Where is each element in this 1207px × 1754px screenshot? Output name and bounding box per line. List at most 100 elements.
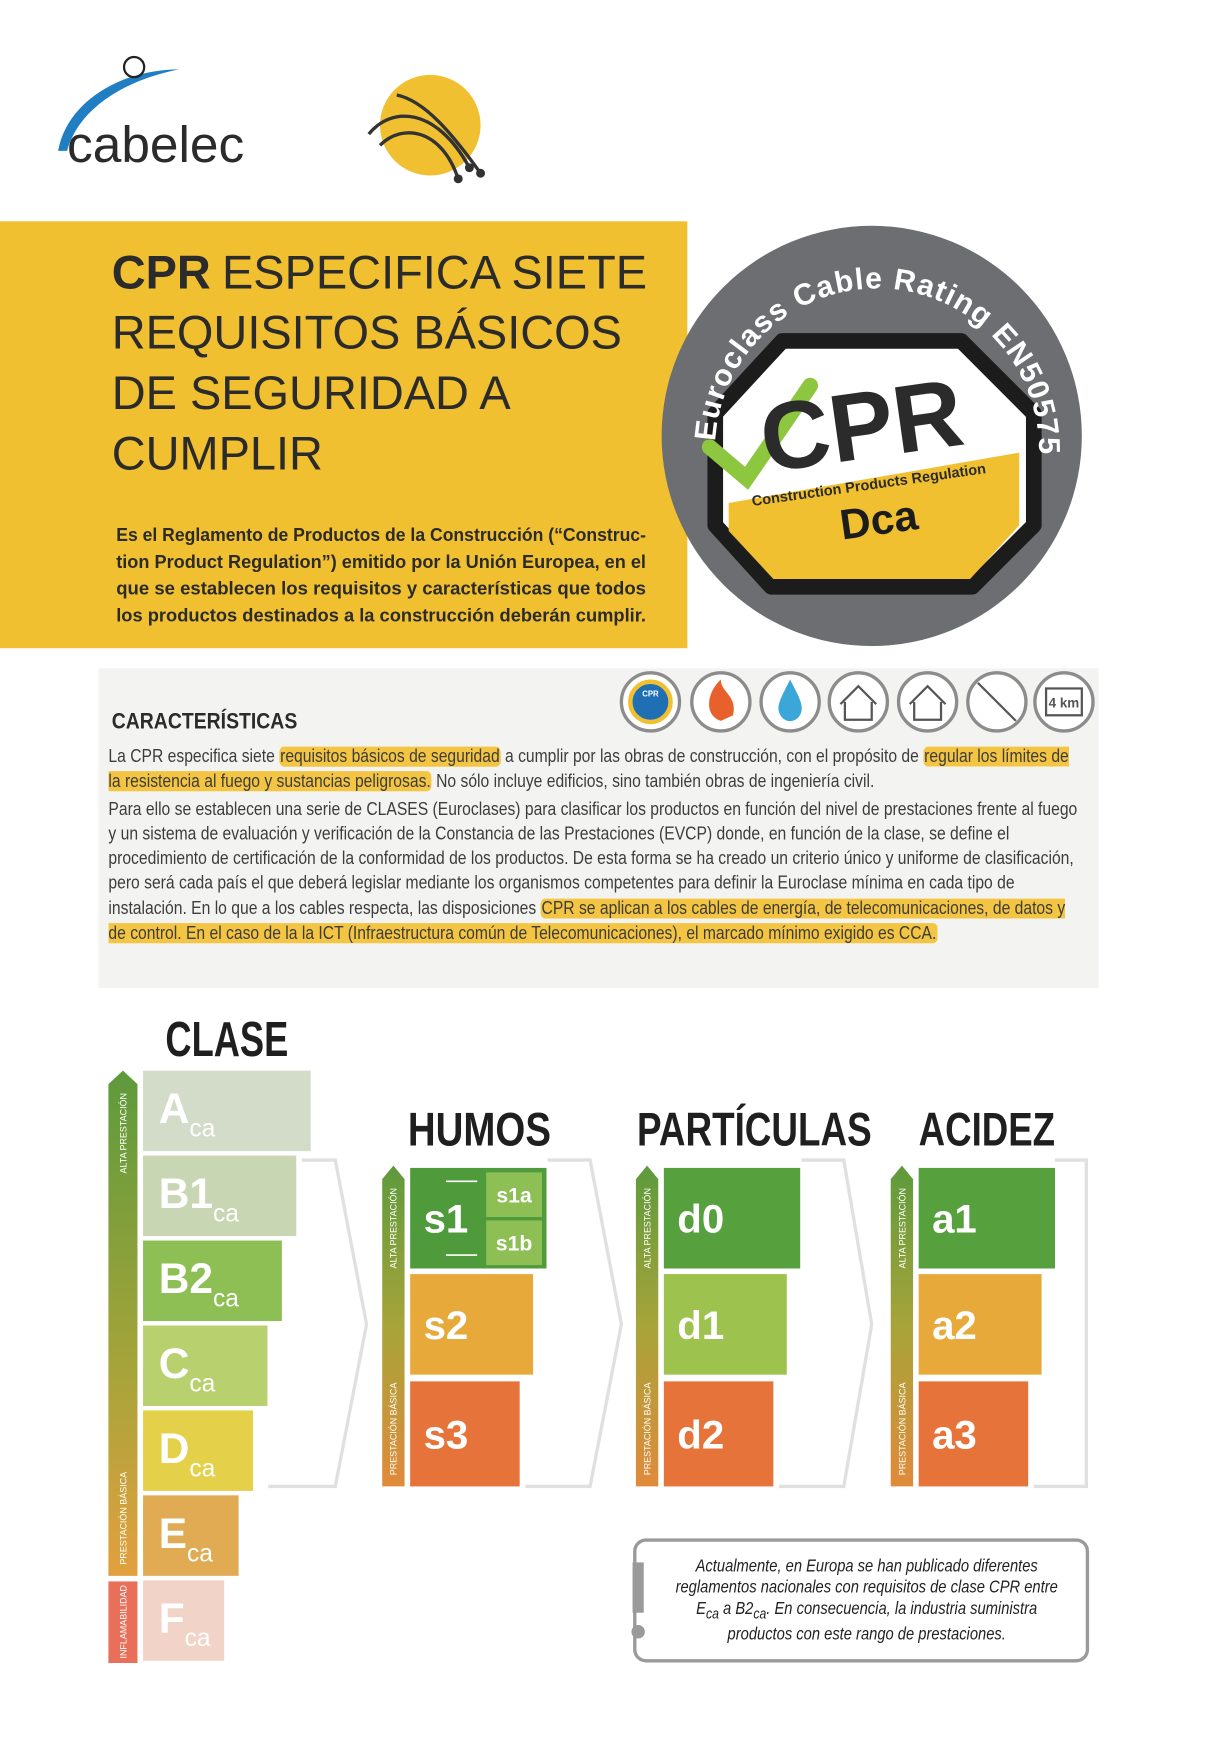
highlight: requisitos básicos de seguridad bbox=[279, 746, 501, 767]
class-label: Eca bbox=[159, 1510, 214, 1567]
banner-title-line: CPR ESPECIFICA SIETE bbox=[112, 246, 647, 298]
paragraphs: La CPR especifica siete requisitos básic… bbox=[108, 744, 1091, 946]
note-icon bbox=[631, 1625, 645, 1639]
banner-intro-line: que se establecen los requisitos y carac… bbox=[116, 578, 646, 599]
side-label: ALTA PRESTACIÓN bbox=[389, 1188, 399, 1268]
banner-intro-line: tion Product Regulation”) emitido por la… bbox=[116, 551, 646, 572]
subscript: ca bbox=[706, 1604, 719, 1622]
class-label: Dca bbox=[159, 1425, 216, 1482]
column-title: ACIDEZ bbox=[919, 1104, 1055, 1156]
class-sub: ca bbox=[213, 1285, 239, 1312]
class-bar bbox=[143, 1410, 254, 1491]
banner-intro-line: los productos destinados a la construcci… bbox=[116, 604, 646, 625]
sub-block bbox=[486, 1172, 543, 1218]
logo: cabelec bbox=[58, 55, 244, 173]
clase-title: CLASE bbox=[165, 1012, 288, 1067]
badge: Euroclass Cable Rating EN50575 CPR Const… bbox=[661, 225, 1082, 646]
class-bar bbox=[143, 1580, 225, 1661]
class-label: Aca bbox=[159, 1085, 216, 1142]
banner-intro-line: Es el Reglamento de Productos de la Cons… bbox=[116, 524, 646, 545]
class-label: Fca bbox=[159, 1595, 211, 1652]
level-label: d1 bbox=[677, 1303, 724, 1348]
sub-block bbox=[486, 1220, 543, 1266]
level-label: s2 bbox=[424, 1303, 469, 1348]
class-bar bbox=[143, 1325, 268, 1406]
text-run: La CPR especifica siete bbox=[108, 746, 280, 767]
icon-label: CPR bbox=[642, 689, 659, 698]
banner bbox=[0, 221, 688, 649]
banner-title-text: CUMPLIR bbox=[112, 427, 323, 479]
column-title: PARTÍCULAS bbox=[637, 1104, 872, 1156]
level-block bbox=[410, 1381, 520, 1487]
level-label: d2 bbox=[677, 1412, 724, 1457]
side-label: PRESTACIÓN BÁSICA bbox=[389, 1383, 399, 1476]
class-label: B1ca bbox=[159, 1170, 240, 1227]
sub-label: s1b bbox=[496, 1233, 533, 1256]
text-run: Actualmente, en Europa se han publicado … bbox=[675, 1556, 1058, 1598]
side-label: ALTA PRESTACIÓN bbox=[118, 1093, 128, 1173]
level-block bbox=[918, 1167, 1056, 1269]
class-letter: E bbox=[159, 1510, 187, 1557]
icon-label: 4 km bbox=[1049, 695, 1080, 710]
cable-icon bbox=[367, 74, 486, 184]
note-icon bbox=[632, 1562, 644, 1613]
side-label: PRESTACIÓN BÁSICA bbox=[642, 1383, 652, 1476]
side-label: PRESTACIÓN BÁSICA bbox=[897, 1383, 907, 1476]
side-label: PRESTACIÓN BÁSICA bbox=[118, 1472, 128, 1565]
section-heading: CARACTERÍSTICAS bbox=[112, 709, 298, 734]
badge-class: Dca bbox=[837, 491, 921, 548]
text-run: B2 bbox=[735, 1599, 754, 1619]
paragraph: Para ello se establecen una serie de CLA… bbox=[108, 796, 1081, 946]
class-sub: ca bbox=[189, 1370, 215, 1397]
level-label: s1 bbox=[424, 1197, 469, 1242]
banner-title-line: DE SEGURIDAD A bbox=[112, 367, 512, 419]
class-bar bbox=[143, 1495, 239, 1576]
banner-title-text: DE SEGURIDAD A bbox=[112, 367, 512, 419]
class-letter: B1 bbox=[159, 1170, 213, 1217]
level-block bbox=[918, 1274, 1042, 1375]
class-sub: ca bbox=[185, 1625, 211, 1652]
banner-title-text: REQUISITOS BÁSICOS bbox=[112, 307, 622, 359]
class-sub: ca bbox=[189, 1455, 215, 1482]
text-run: a bbox=[718, 1599, 736, 1619]
level-label: s3 bbox=[424, 1412, 469, 1457]
level-label: a2 bbox=[932, 1303, 977, 1348]
side-flammable bbox=[108, 1581, 138, 1664]
banner-title-line: REQUISITOS BÁSICOS bbox=[112, 307, 622, 359]
class-letter: A bbox=[159, 1085, 190, 1132]
class-sub: ca bbox=[187, 1540, 213, 1567]
banner-title-text: ESPECIFICA SIETE bbox=[222, 246, 647, 298]
text-run: Para ello se establecen una serie de CLA… bbox=[108, 798, 1078, 919]
banner-title-bold: CPR bbox=[112, 246, 211, 298]
class-label: Cca bbox=[159, 1340, 216, 1397]
note-body: Actualmente, en Europa se han publicado … bbox=[667, 1556, 1066, 1646]
bracket bbox=[445, 1180, 478, 1256]
class-letter: D bbox=[159, 1425, 190, 1472]
side-arrow bbox=[382, 1165, 405, 1487]
column-title: HUMOS bbox=[408, 1104, 551, 1156]
class-bar bbox=[143, 1155, 297, 1237]
side-label: ALTA PRESTACIÓN bbox=[642, 1188, 652, 1268]
class-bar bbox=[143, 1070, 311, 1152]
level-label: d0 bbox=[677, 1197, 724, 1242]
side-arrow bbox=[890, 1165, 914, 1487]
level-block bbox=[663, 1381, 774, 1487]
characteristics-body: La CPR especifica siete requisitos básic… bbox=[108, 744, 1091, 946]
level-label: a1 bbox=[932, 1197, 977, 1242]
class-label: B2ca bbox=[159, 1255, 240, 1312]
note-text: Actualmente, en Europa se han publicado … bbox=[667, 1556, 1066, 1646]
side-arrow bbox=[635, 1165, 659, 1487]
class-letter: C bbox=[159, 1340, 190, 1387]
text-run: a cumplir por las obras de construcción,… bbox=[500, 746, 924, 767]
level-block bbox=[663, 1274, 787, 1375]
class-sub: ca bbox=[213, 1201, 239, 1228]
chevrons bbox=[268, 1158, 1088, 1489]
sub-label: s1a bbox=[496, 1185, 532, 1208]
logo-text: cabelec bbox=[67, 115, 244, 173]
level-block bbox=[663, 1167, 801, 1269]
class-bar bbox=[143, 1240, 282, 1322]
side-label: INFLAMABILIDAD bbox=[118, 1584, 128, 1658]
text-run: E bbox=[696, 1599, 707, 1619]
